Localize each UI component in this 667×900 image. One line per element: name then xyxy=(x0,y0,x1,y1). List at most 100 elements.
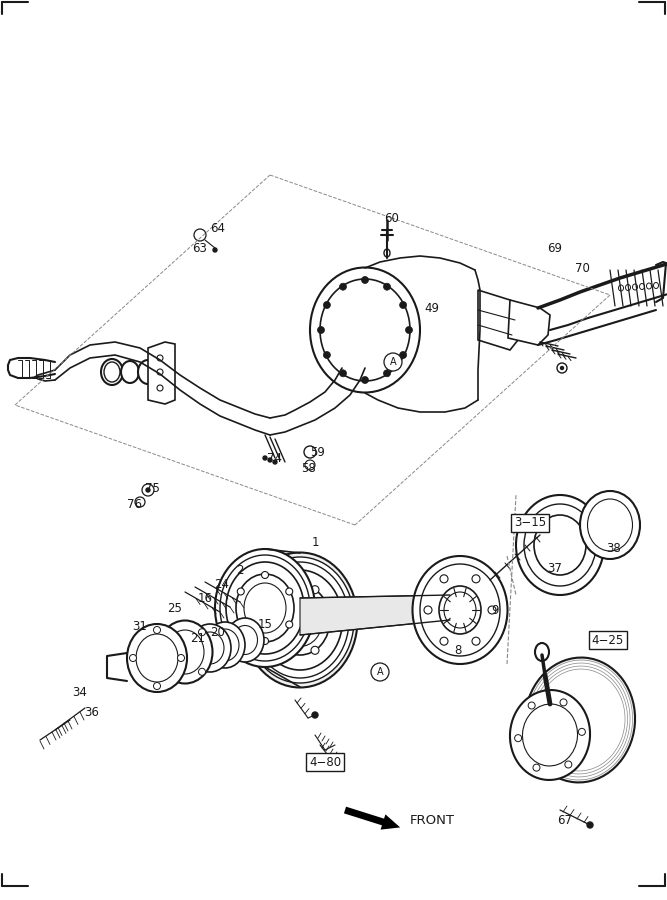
Text: 3−15: 3−15 xyxy=(514,517,546,529)
Text: 64: 64 xyxy=(211,221,225,235)
Circle shape xyxy=(157,369,163,375)
Polygon shape xyxy=(478,290,520,350)
Circle shape xyxy=(472,575,480,583)
Ellipse shape xyxy=(588,499,632,551)
Ellipse shape xyxy=(534,515,586,575)
Ellipse shape xyxy=(127,624,187,692)
Polygon shape xyxy=(300,595,450,635)
Circle shape xyxy=(157,385,163,391)
Circle shape xyxy=(263,456,267,460)
Circle shape xyxy=(285,588,293,595)
Circle shape xyxy=(305,460,315,470)
Circle shape xyxy=(261,572,269,579)
Circle shape xyxy=(268,458,272,462)
Text: 31: 31 xyxy=(133,619,147,633)
Circle shape xyxy=(340,370,346,377)
Circle shape xyxy=(400,302,407,309)
Circle shape xyxy=(261,637,269,644)
Ellipse shape xyxy=(121,361,139,383)
Text: 8: 8 xyxy=(454,644,462,656)
Text: 15: 15 xyxy=(257,618,272,632)
Circle shape xyxy=(472,637,480,645)
Text: 69: 69 xyxy=(548,241,562,255)
Text: 4−25: 4−25 xyxy=(592,634,624,646)
Circle shape xyxy=(533,764,540,771)
Ellipse shape xyxy=(528,660,632,780)
Ellipse shape xyxy=(522,704,578,766)
Ellipse shape xyxy=(215,549,315,667)
Text: 21: 21 xyxy=(191,632,205,644)
Circle shape xyxy=(406,327,412,334)
Circle shape xyxy=(400,352,407,358)
Ellipse shape xyxy=(236,574,294,642)
Polygon shape xyxy=(148,342,175,404)
Text: 67: 67 xyxy=(558,814,572,826)
Ellipse shape xyxy=(532,666,628,774)
Ellipse shape xyxy=(412,556,508,664)
Circle shape xyxy=(213,248,217,252)
Text: 49: 49 xyxy=(424,302,440,314)
Text: 16: 16 xyxy=(197,591,213,605)
Circle shape xyxy=(237,588,244,595)
Circle shape xyxy=(304,446,316,458)
Circle shape xyxy=(281,586,289,594)
Ellipse shape xyxy=(439,586,481,634)
Text: 70: 70 xyxy=(574,262,590,274)
Polygon shape xyxy=(508,300,550,345)
Circle shape xyxy=(323,302,330,309)
Circle shape xyxy=(273,460,277,464)
Text: A: A xyxy=(390,357,396,367)
Text: 74: 74 xyxy=(267,452,283,464)
Ellipse shape xyxy=(516,495,604,595)
Ellipse shape xyxy=(270,585,330,655)
Circle shape xyxy=(424,606,432,614)
Circle shape xyxy=(199,629,205,635)
Ellipse shape xyxy=(277,593,323,646)
Text: 34: 34 xyxy=(73,686,87,698)
Ellipse shape xyxy=(626,284,630,291)
Ellipse shape xyxy=(205,622,245,668)
Ellipse shape xyxy=(640,284,644,290)
Circle shape xyxy=(311,586,319,594)
Circle shape xyxy=(565,761,572,768)
Ellipse shape xyxy=(535,643,549,661)
Circle shape xyxy=(440,637,448,645)
Circle shape xyxy=(142,484,154,496)
Ellipse shape xyxy=(420,564,500,656)
Circle shape xyxy=(146,488,150,492)
Ellipse shape xyxy=(524,504,596,586)
Circle shape xyxy=(578,728,586,735)
Circle shape xyxy=(587,822,593,828)
Ellipse shape xyxy=(510,690,590,780)
Ellipse shape xyxy=(654,283,658,289)
Ellipse shape xyxy=(530,664,620,766)
Ellipse shape xyxy=(138,360,158,384)
Circle shape xyxy=(135,497,145,507)
Ellipse shape xyxy=(246,557,354,683)
Ellipse shape xyxy=(243,553,358,688)
Ellipse shape xyxy=(220,555,310,661)
Text: 37: 37 xyxy=(548,562,562,574)
Text: 4−80: 4−80 xyxy=(309,755,341,769)
Circle shape xyxy=(312,712,318,718)
Circle shape xyxy=(153,682,161,689)
Ellipse shape xyxy=(101,359,123,385)
Circle shape xyxy=(557,363,567,373)
Circle shape xyxy=(165,629,171,635)
Circle shape xyxy=(129,654,137,662)
Text: 63: 63 xyxy=(193,241,207,255)
Ellipse shape xyxy=(136,634,178,682)
Text: 24: 24 xyxy=(215,579,229,591)
Ellipse shape xyxy=(166,630,204,674)
Circle shape xyxy=(384,370,390,377)
Text: 38: 38 xyxy=(606,542,622,554)
Circle shape xyxy=(311,646,319,654)
Ellipse shape xyxy=(196,632,224,664)
Ellipse shape xyxy=(444,592,476,628)
Circle shape xyxy=(371,663,389,681)
Circle shape xyxy=(281,646,289,654)
Circle shape xyxy=(199,669,205,675)
Ellipse shape xyxy=(226,562,304,654)
Ellipse shape xyxy=(233,626,257,654)
Circle shape xyxy=(194,229,206,241)
